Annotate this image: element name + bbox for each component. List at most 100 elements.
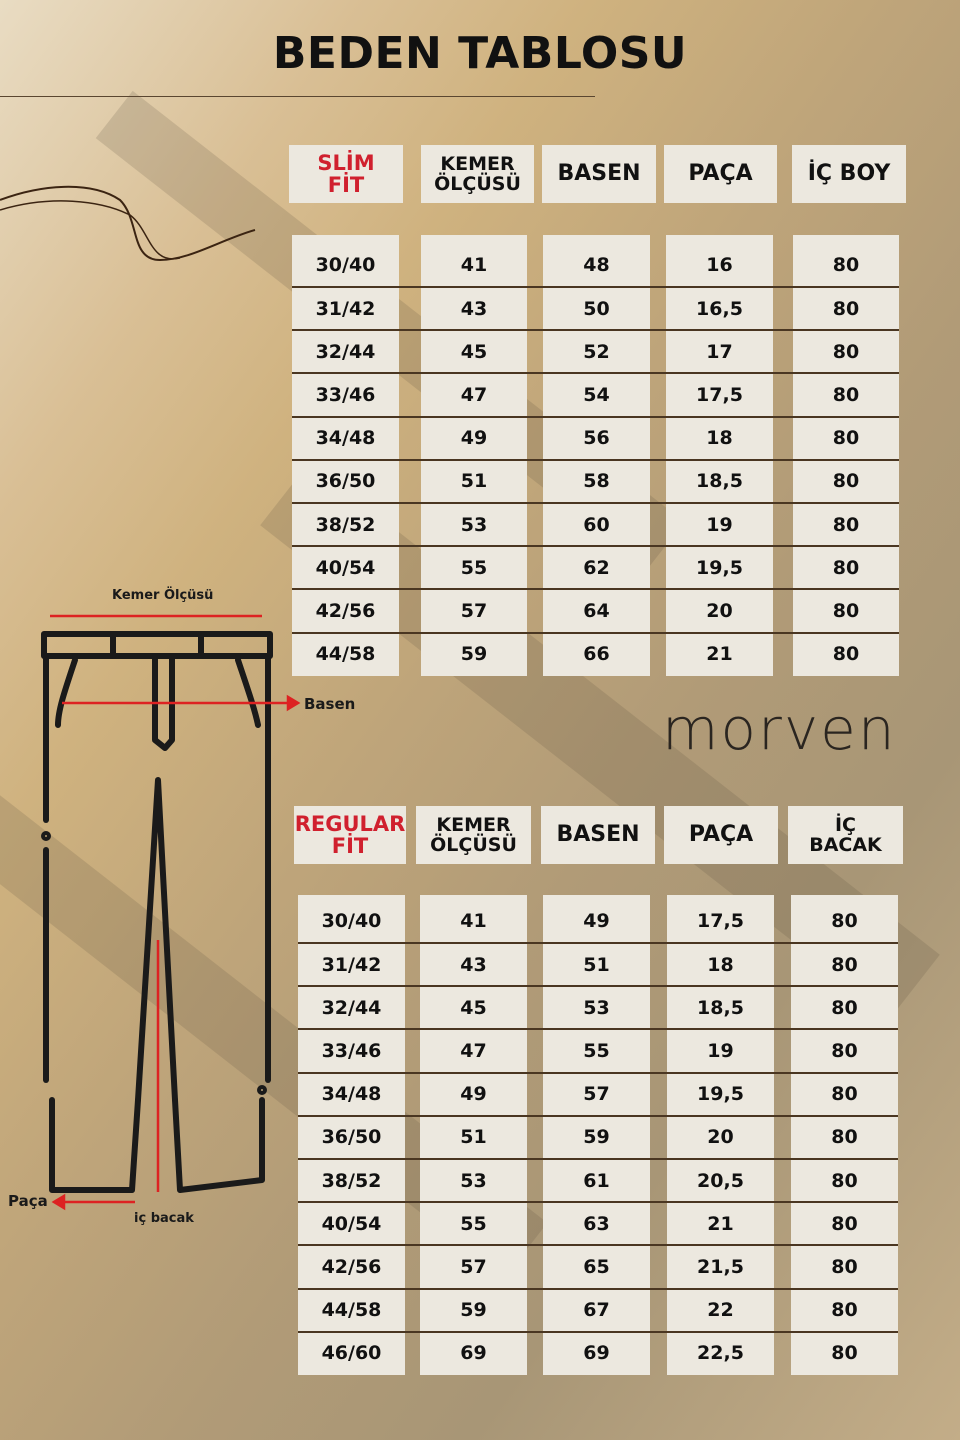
size-cell: 42/56 [321, 1255, 382, 1278]
size-cell: 44/58 [315, 643, 376, 666]
measurement-cell: 80 [832, 383, 860, 406]
column-background [543, 235, 650, 676]
measurement-cell: 66 [583, 643, 610, 666]
measurement-cell: 60 [583, 513, 610, 536]
size-cell: 34/48 [315, 427, 376, 450]
string-decoration [0, 185, 256, 262]
row-separator [292, 588, 899, 591]
measurement-cell: 59 [460, 1299, 487, 1322]
measurement-cell: 80 [831, 953, 858, 976]
measurement-cell: 18,5 [696, 470, 743, 493]
measurement-cell: 20 [707, 1126, 734, 1149]
row-separator [298, 1028, 898, 1031]
measurement-cell: 56 [583, 427, 610, 450]
measurement-cell: 41 [460, 910, 487, 933]
page-title: BEDEN TABLOSU [272, 28, 688, 79]
column-background [667, 895, 774, 1375]
measurement-cell: 80 [831, 1299, 858, 1322]
measurement-cell: 80 [831, 910, 858, 933]
column-background [793, 235, 899, 676]
column-header: PAÇA [664, 806, 778, 864]
measurement-cell: 59 [583, 1126, 610, 1149]
measurement-cell: 65 [583, 1255, 610, 1278]
size-cell: 38/52 [321, 1169, 382, 1192]
measurement-cell: 80 [832, 427, 860, 450]
measurement-cell: 41 [460, 254, 488, 277]
measurement-cell: 21 [707, 1212, 734, 1235]
measurement-cell: 19 [707, 1039, 734, 1062]
measurement-cell: 18,5 [697, 996, 744, 1019]
measurement-arrows [50, 614, 301, 1211]
measurement-cell: 49 [583, 910, 610, 933]
measurement-cell: 19,5 [697, 1083, 744, 1106]
measurement-cell: 49 [460, 427, 488, 450]
size-cell: 31/42 [315, 297, 376, 320]
size-cell: 33/46 [315, 383, 376, 406]
row-separator [292, 458, 899, 461]
row-separator [298, 1244, 898, 1247]
measurement-cell: 69 [460, 1342, 487, 1365]
row-separator [292, 372, 899, 375]
measurement-cell: 62 [583, 556, 610, 579]
measurement-cell: 45 [460, 996, 487, 1019]
measurement-cell: 20 [706, 599, 733, 622]
measurement-cell: 69 [583, 1342, 610, 1365]
size-cell: 30/40 [315, 254, 376, 277]
size-cell: 31/42 [321, 953, 382, 976]
size-cell: 40/54 [321, 1212, 382, 1235]
measurement-cell: 63 [583, 1212, 610, 1235]
size-cell: 36/50 [321, 1126, 382, 1149]
row-separator [298, 1287, 898, 1290]
waist-label: Kemer Ölçüsü [112, 588, 214, 603]
measurement-cell: 80 [831, 1342, 858, 1365]
measurement-cell: 80 [832, 643, 860, 666]
inseam-label: iç bacak [134, 1211, 194, 1226]
size-cell: 36/50 [315, 470, 376, 493]
size-cell: 32/44 [315, 340, 376, 363]
column-background [298, 895, 405, 1375]
row-separator [292, 329, 899, 332]
measurement-cell: 51 [460, 1126, 487, 1149]
column-header: İÇ BACAK [788, 806, 903, 864]
measurement-cell: 80 [832, 297, 860, 320]
row-separator [298, 1158, 898, 1160]
measurement-cell: 80 [831, 996, 858, 1019]
measurement-cell: 80 [831, 1126, 858, 1149]
hip-label: Basen [304, 695, 356, 713]
size-cell: 46/60 [321, 1342, 382, 1365]
size-cell: 40/54 [315, 556, 376, 579]
title-divider [0, 96, 595, 97]
row-separator [292, 502, 899, 504]
measurement-cell: 54 [583, 383, 610, 406]
row-separator [292, 545, 899, 548]
row-separator [298, 1201, 898, 1204]
measurement-cell: 51 [583, 953, 610, 976]
measurement-cell: 21 [706, 643, 733, 666]
measurement-cell: 16,5 [696, 297, 743, 320]
measurement-cell: 17 [706, 340, 733, 363]
column-background [791, 895, 898, 1375]
size-cell: 33/46 [321, 1039, 382, 1062]
measurement-cell: 80 [832, 470, 860, 493]
measurement-cell: 53 [583, 996, 610, 1019]
column-header: KEMER ÖLÇÜSÜ [416, 806, 531, 864]
measurement-cell: 64 [583, 599, 610, 622]
measurement-cell: 80 [832, 513, 860, 536]
measurement-cell: 61 [583, 1169, 610, 1192]
fit-type-header: REGULAR FİT [294, 806, 406, 864]
size-cell: 44/58 [321, 1299, 382, 1322]
measurement-cell: 19 [706, 513, 733, 536]
size-cell: 34/48 [321, 1083, 382, 1106]
row-separator [298, 1330, 898, 1333]
measurement-cell: 55 [583, 1039, 610, 1062]
measurement-cell: 18 [707, 953, 734, 976]
measurement-cell: 67 [583, 1299, 610, 1322]
row-separator [298, 942, 898, 944]
measurement-cell: 47 [460, 383, 488, 406]
measurement-cell: 18 [706, 427, 733, 450]
column-header: İÇ BOY [792, 145, 906, 203]
fit-type-header: SLİM FİT [289, 145, 403, 203]
measurement-cell: 45 [460, 340, 488, 363]
measurement-cell: 80 [831, 1212, 858, 1235]
measurement-cell: 51 [460, 470, 488, 493]
